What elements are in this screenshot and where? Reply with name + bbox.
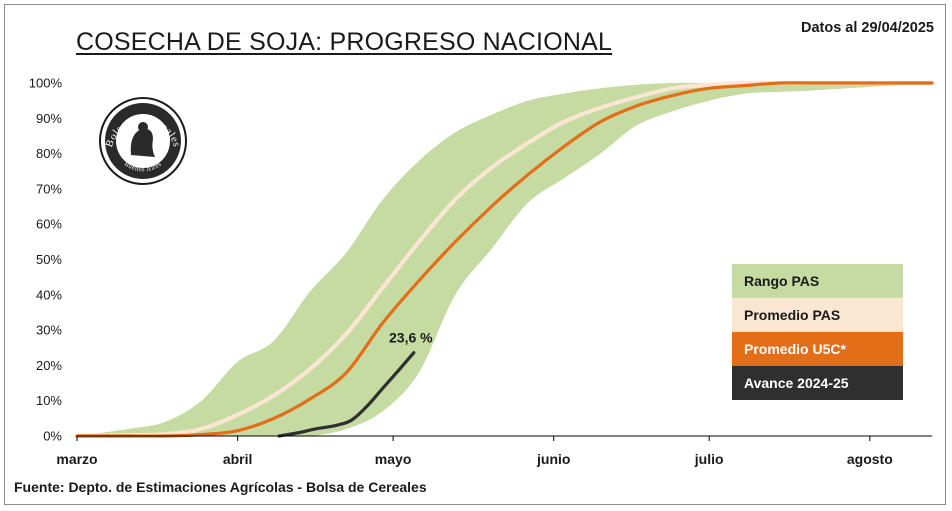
y-tick-label: 90%	[36, 111, 62, 126]
series-promedio-pas-line	[74, 80, 935, 439]
legend-item: Avance 2024-25	[732, 366, 903, 400]
y-tick-label: 20%	[36, 358, 62, 373]
legend-label: Promedio U5C*	[744, 341, 846, 357]
y-tick-label: 80%	[36, 146, 62, 161]
x-tick-label: agosto	[847, 451, 893, 467]
source-note: Fuente: Depto. de Estimaciones Agrícolas…	[14, 479, 427, 495]
y-tick-label: 0%	[43, 429, 62, 444]
series-rango-pas-band	[77, 82, 932, 437]
chart-title: COSECHA DE SOJA: PROGRESO NACIONAL	[76, 28, 613, 56]
y-tick-label: 40%	[36, 287, 62, 302]
legend-label: Promedio PAS	[744, 307, 841, 323]
legend-label: Avance 2024-25	[744, 375, 849, 391]
x-tick-label: mayo	[375, 451, 412, 467]
x-axis: marzo abril mayo junio julio agosto	[56, 435, 932, 467]
value-annotation: 23,6 %	[389, 330, 433, 346]
x-tick-label: marzo	[56, 451, 97, 467]
series-avance-2024-25-line	[277, 351, 416, 438]
x-tick-label: junio	[536, 451, 570, 467]
y-tick-label: 50%	[36, 252, 62, 267]
y-tick-label: 60%	[36, 217, 62, 232]
date-label: Datos al 29/04/2025	[800, 20, 934, 36]
y-axis: 0% 10% 20% 30% 40% 50% 60% 70% 80% 90% 100%	[29, 76, 63, 444]
legend-item: Promedio U5C*	[732, 332, 903, 366]
y-tick-label: 10%	[36, 393, 62, 408]
legend-item: Rango PAS	[732, 264, 903, 298]
legend-item: Promedio PAS	[732, 298, 903, 332]
y-tick-label: 100%	[29, 76, 63, 91]
x-tick-label: julio	[694, 451, 724, 467]
annotations: 23,6 %	[389, 330, 433, 346]
y-tick-label: 70%	[36, 181, 62, 196]
x-tick-label: abril	[223, 451, 253, 467]
legend-label: Rango PAS	[744, 273, 820, 289]
bolsa-de-cereales-logo: Bolsa de Cereales Buenos Aires	[99, 97, 187, 185]
y-tick-label: 30%	[36, 323, 62, 338]
plot-area	[74, 80, 935, 439]
series-promedio-u5c-line	[75, 81, 934, 438]
